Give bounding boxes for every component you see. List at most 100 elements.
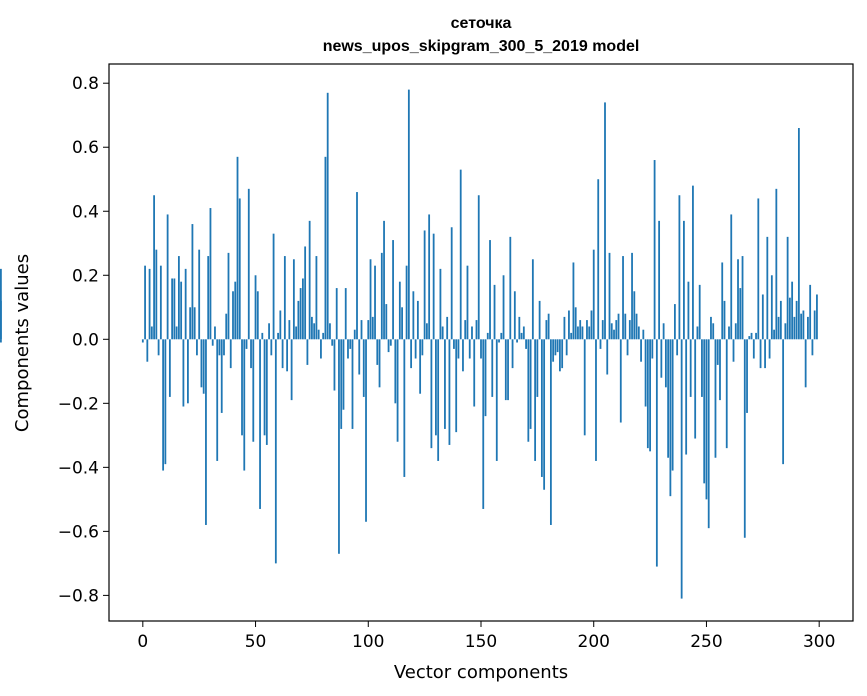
bar-52 [259, 339, 261, 509]
bar-164 [511, 339, 514, 369]
bar-173 [531, 259, 534, 340]
bar-235 [671, 339, 674, 471]
bar-257 [721, 262, 724, 340]
bar-undefined [0, 339, 2, 343]
bar-124 [421, 339, 424, 356]
bar-181 [549, 339, 552, 525]
bar-120 [412, 291, 415, 340]
bar-53 [261, 332, 264, 340]
bar-89 [342, 339, 345, 410]
bar-101 [369, 259, 372, 340]
bar-143 [464, 320, 467, 340]
bar-154 [489, 240, 491, 340]
bar-231 [662, 323, 665, 340]
bar-113 [396, 339, 399, 442]
bar-195 [581, 326, 584, 340]
bar-83 [329, 323, 331, 340]
bar-117 [405, 265, 408, 340]
x-tick-label: 300 [803, 632, 835, 652]
bar-256 [719, 339, 721, 401]
bar-269 [748, 336, 751, 340]
bar-82 [326, 92, 329, 340]
bar-229 [658, 220, 661, 340]
bar-42 [236, 156, 239, 340]
bar-41 [234, 281, 237, 340]
bar-233 [667, 339, 670, 458]
bar-201 [595, 339, 597, 461]
bar-240 [683, 220, 685, 340]
bar-227 [653, 160, 656, 340]
bar-199 [590, 310, 593, 340]
bar-63 [283, 256, 286, 340]
bar-163 [509, 236, 512, 340]
bar-92 [349, 339, 352, 349]
bar-189 [568, 310, 570, 340]
bar-16 [177, 256, 180, 340]
bar-214 [624, 313, 627, 340]
bar-133 [441, 326, 444, 340]
bar-249 [703, 339, 706, 484]
bar-280 [773, 329, 775, 340]
bar-250 [705, 339, 708, 500]
bar-65 [288, 320, 291, 340]
bar-187 [563, 316, 566, 340]
bar-87 [338, 339, 340, 554]
bar-295 [807, 316, 809, 340]
bar-130 [435, 339, 437, 436]
bar-253 [712, 323, 715, 340]
bar-284 [782, 339, 785, 465]
bar-211 [617, 313, 620, 340]
bar-264 [737, 259, 739, 340]
bar-218 [633, 291, 636, 340]
bar-287 [788, 297, 791, 340]
bar-138 [453, 339, 455, 349]
chart-title: сеточка [451, 15, 512, 32]
bar-125 [423, 230, 426, 340]
bar-248 [701, 339, 703, 397]
bar-55 [265, 339, 268, 445]
bar-11 [166, 214, 169, 340]
bar-243 [689, 339, 692, 397]
bar-217 [631, 252, 633, 340]
bar-5 [153, 195, 155, 340]
x-tick-label: 200 [578, 632, 610, 652]
bar-270 [750, 332, 753, 340]
bar-48 [250, 339, 252, 369]
bar-106 [380, 252, 383, 340]
bar-209 [613, 329, 615, 340]
bar-157 [495, 339, 498, 461]
bar-203 [599, 339, 602, 349]
bar-169 [522, 326, 525, 340]
bar-168 [520, 332, 523, 340]
bar-100 [367, 320, 370, 340]
y-tick-label: 0.4 [72, 202, 99, 222]
bar-184 [556, 339, 559, 353]
bar-29 [207, 256, 210, 340]
bar-224 [646, 339, 649, 449]
bar-38 [227, 252, 230, 340]
bar-20 [187, 339, 189, 404]
bar-93 [351, 339, 354, 429]
bar-258 [723, 300, 726, 340]
bar-234 [669, 339, 672, 497]
bar-134 [444, 339, 446, 429]
bar-61 [279, 310, 282, 340]
bar-45 [243, 339, 246, 471]
bar-1 [144, 265, 146, 340]
bar-156 [493, 284, 496, 340]
x-tick-label: 250 [690, 632, 722, 652]
bar-192 [574, 307, 577, 340]
bar-155 [491, 339, 494, 397]
bar-202 [597, 179, 600, 340]
bar-13 [171, 278, 174, 340]
y-tick-label: −0.8 [58, 586, 99, 606]
bar-278 [768, 339, 771, 359]
bar-294 [804, 339, 807, 388]
bar-166 [516, 339, 518, 343]
bar-81 [324, 156, 327, 340]
y-tick-label: 0.8 [72, 74, 99, 94]
bar-246 [696, 326, 699, 340]
bar-132 [439, 268, 442, 340]
bar-32 [214, 326, 216, 340]
